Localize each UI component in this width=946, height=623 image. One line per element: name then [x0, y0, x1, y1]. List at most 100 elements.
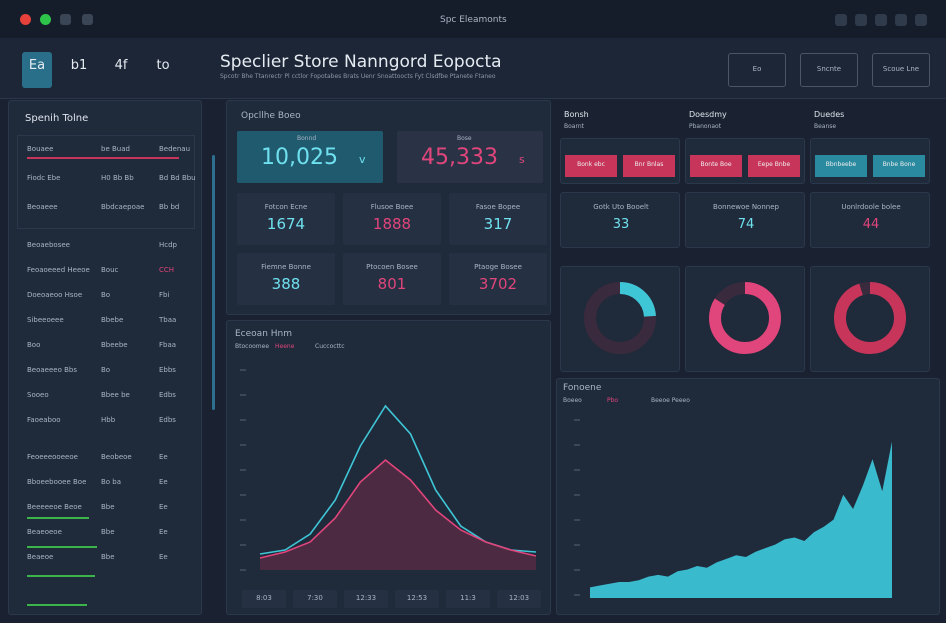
- stat-value: 74: [737, 217, 755, 232]
- chart-title: Eceoan Hnm: [235, 329, 292, 339]
- stat-value: 33: [612, 217, 630, 232]
- row-value: Ebbs: [159, 366, 176, 374]
- kpi-label: Fasoe Bopee: [475, 203, 521, 211]
- tab-label: to: [156, 58, 170, 73]
- scrollbar[interactable]: [212, 155, 215, 410]
- progress-bar: [27, 517, 89, 519]
- chart: [584, 282, 656, 354]
- pill-label: Bonk ebc: [577, 161, 605, 168]
- action-button[interactable]: Eo: [728, 53, 786, 87]
- pill[interactable]: Bbnbeebe: [815, 155, 867, 177]
- time-chip[interactable]: 12:53: [395, 590, 439, 608]
- primary-label: Bonnd: [297, 135, 317, 142]
- pill-label: Eepe Bnbe: [757, 161, 791, 168]
- btn[interactable]: [82, 14, 93, 25]
- time-chip[interactable]: 12:33: [344, 590, 388, 608]
- tab-label: 4f: [114, 58, 128, 73]
- row-label: Sooeo: [27, 391, 49, 399]
- primary-label: Bose: [457, 135, 472, 142]
- time-chip[interactable]: 7:30: [293, 590, 337, 608]
- row-value: Fbaa: [159, 341, 177, 349]
- nav-label[interactable]: Spc Eleamonts: [440, 15, 507, 25]
- tab[interactable]: 4f: [106, 52, 136, 88]
- pill[interactable]: Eepe Bnbe: [748, 155, 800, 177]
- row-label: Sibeeoeee: [27, 316, 64, 324]
- primary-value: 45,333: [421, 145, 498, 170]
- btn[interactable]: [855, 14, 867, 26]
- stat-card: Gotk Uto Booelt 33: [560, 192, 680, 248]
- kpi-value: 317: [483, 215, 513, 233]
- row-value: Edbs: [159, 391, 176, 399]
- row-value: Fbi: [159, 291, 170, 299]
- panel-box: Bbnbeebe Bnbe Bone: [810, 138, 930, 184]
- max-dot[interactable]: [40, 14, 51, 25]
- action-button[interactable]: Scoue Lne: [872, 53, 930, 87]
- stat-label: Uonlrdoole bolee: [841, 203, 901, 211]
- btn[interactable]: [60, 14, 71, 25]
- tab[interactable]: b1: [64, 52, 94, 88]
- kpi-card: Fotcon Ecne 1674: [237, 193, 335, 245]
- chart: [240, 369, 537, 571]
- row-label: Beeeeeoe Beoe: [27, 503, 82, 511]
- kpi-value: 3702: [478, 275, 518, 293]
- chart: [709, 282, 781, 354]
- row-label: Beaeoe: [27, 553, 54, 561]
- pill[interactable]: Bnr Bnlas: [623, 155, 675, 177]
- row-value: Tbaa: [159, 316, 177, 324]
- action-button[interactable]: Sncnte: [800, 53, 858, 87]
- progress-area: [27, 517, 97, 606]
- row-label: Feoaoeeed Heeoe: [27, 266, 90, 274]
- btn[interactable]: [915, 14, 927, 26]
- row-mid: Bo: [101, 366, 111, 374]
- pill-label: Bonte Boe: [700, 161, 732, 168]
- primary-card: Bose 45,333 s: [397, 131, 543, 183]
- row-value: Bb bd: [159, 203, 180, 211]
- row-mid: Bbeebe: [101, 341, 128, 349]
- kpi-label: Fotcon Ecne: [264, 203, 308, 211]
- stat-value: 44: [862, 217, 880, 232]
- row-mid: Bo: [101, 291, 111, 299]
- row-mid: Bbe: [101, 503, 115, 511]
- row-label: Beoaebosee: [27, 241, 70, 249]
- pill-label: Bbnbeebe: [825, 161, 857, 168]
- tab[interactable]: Ea: [22, 52, 52, 88]
- kpi-card: Ptaoge Bosee 3702: [449, 253, 547, 305]
- title: Speclier Store Nanngord Eopocta: [220, 52, 502, 72]
- row-mid: Bbe: [101, 553, 115, 561]
- time-chip[interactable]: 8:03: [242, 590, 286, 608]
- btn[interactable]: [895, 14, 907, 26]
- row-label: Beaeoeoe: [27, 528, 62, 536]
- time-label: 8:03: [256, 594, 272, 602]
- kpi-panel: Opcllhe Boeo Bonnd 10,025 v Bose 45,333 s Fotco…: [226, 100, 551, 315]
- time-label: 7:30: [307, 594, 323, 602]
- tab[interactable]: to: [148, 52, 178, 88]
- row-label: Beoaeee: [27, 203, 58, 211]
- time-chip[interactable]: 11:3: [446, 590, 490, 608]
- stat-card: Bonnewoe Nonnep 74: [685, 192, 805, 248]
- stat-card: Uonlrdoole bolee 44: [810, 192, 930, 248]
- row-mid: Bbdcaepoae: [101, 203, 145, 211]
- row-label: Feoeeeooeeoe: [27, 453, 78, 461]
- btn[interactable]: [835, 14, 847, 26]
- row-mid: be Buad: [101, 145, 130, 153]
- close-dot[interactable]: [20, 14, 31, 25]
- time-label: 12:33: [355, 594, 377, 602]
- chart: [834, 282, 906, 354]
- row-mid: Hbb: [101, 416, 116, 424]
- pill[interactable]: Bonte Boe: [690, 155, 742, 177]
- donut-arc: [709, 282, 781, 354]
- btn[interactable]: [875, 14, 887, 26]
- row-rule: [27, 157, 179, 159]
- action-label: Sncnte: [816, 65, 842, 73]
- kpi-card: Ptocoen Bosee 801: [343, 253, 441, 305]
- row-value: CCH: [159, 266, 175, 274]
- row-label: Fiodc Ebe: [27, 174, 61, 182]
- progress-bar: [27, 575, 95, 577]
- pill[interactable]: Bonk ebc: [565, 155, 617, 177]
- sidebar-group: [17, 135, 195, 229]
- time-chip[interactable]: 12:03: [497, 590, 541, 608]
- row-label: Doeoaeoo Hsoe: [27, 291, 83, 299]
- pill[interactable]: Bnbe Bone: [873, 155, 925, 177]
- sidebar: Spenih Tolne Bouaee be Buad Bedenau Fiodc Eb…: [8, 100, 202, 615]
- panel-sub: Boarnt: [564, 123, 584, 130]
